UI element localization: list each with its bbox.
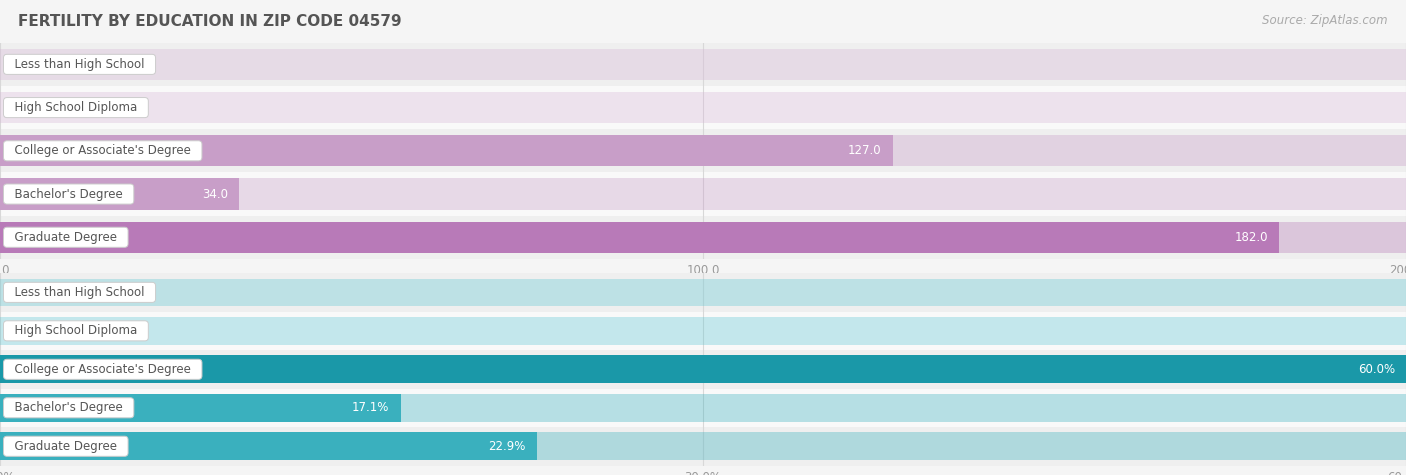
Bar xyxy=(0,355,1406,383)
Bar xyxy=(0,135,893,166)
Bar xyxy=(0,49,1406,80)
Text: Graduate Degree: Graduate Degree xyxy=(7,231,125,244)
Bar xyxy=(0,222,1279,253)
Text: High School Diploma: High School Diploma xyxy=(7,324,145,337)
Bar xyxy=(0,432,537,460)
Text: 34.0: 34.0 xyxy=(202,188,228,200)
Text: FERTILITY BY EDUCATION IN ZIP CODE 04579: FERTILITY BY EDUCATION IN ZIP CODE 04579 xyxy=(18,14,402,29)
Bar xyxy=(0,394,1406,422)
Bar xyxy=(0,355,1406,383)
Text: College or Associate's Degree: College or Associate's Degree xyxy=(7,363,198,376)
Bar xyxy=(0,86,1406,129)
Bar xyxy=(0,389,1406,427)
Bar xyxy=(0,317,1406,345)
Bar xyxy=(0,216,1406,259)
Text: 0.0%: 0.0% xyxy=(7,324,37,337)
Bar xyxy=(0,350,1406,389)
Bar xyxy=(0,43,1406,86)
Bar xyxy=(0,135,1406,166)
Bar xyxy=(0,432,1406,460)
Text: Source: ZipAtlas.com: Source: ZipAtlas.com xyxy=(1263,14,1388,27)
Bar xyxy=(0,222,1406,253)
Bar xyxy=(0,179,1406,209)
Text: 182.0: 182.0 xyxy=(1234,231,1268,244)
Text: College or Associate's Degree: College or Associate's Degree xyxy=(7,144,198,157)
Text: 22.9%: 22.9% xyxy=(488,440,526,453)
Text: Graduate Degree: Graduate Degree xyxy=(7,440,125,453)
Bar xyxy=(0,394,401,422)
Text: 0.0: 0.0 xyxy=(7,101,25,114)
Text: Bachelor's Degree: Bachelor's Degree xyxy=(7,401,131,414)
Bar xyxy=(0,92,1406,123)
Text: 0.0: 0.0 xyxy=(7,58,25,71)
Text: 0.0%: 0.0% xyxy=(7,286,37,299)
Bar xyxy=(0,427,1406,466)
Bar xyxy=(0,172,1406,216)
Text: 60.0%: 60.0% xyxy=(1358,363,1395,376)
Text: 127.0: 127.0 xyxy=(848,144,882,157)
Bar xyxy=(0,273,1406,312)
Bar xyxy=(0,312,1406,350)
Bar xyxy=(0,278,1406,306)
Bar xyxy=(0,179,239,209)
Bar xyxy=(0,129,1406,172)
Text: High School Diploma: High School Diploma xyxy=(7,101,145,114)
Text: Less than High School: Less than High School xyxy=(7,286,152,299)
Text: Less than High School: Less than High School xyxy=(7,58,152,71)
Text: Bachelor's Degree: Bachelor's Degree xyxy=(7,188,131,200)
Text: 17.1%: 17.1% xyxy=(352,401,389,414)
